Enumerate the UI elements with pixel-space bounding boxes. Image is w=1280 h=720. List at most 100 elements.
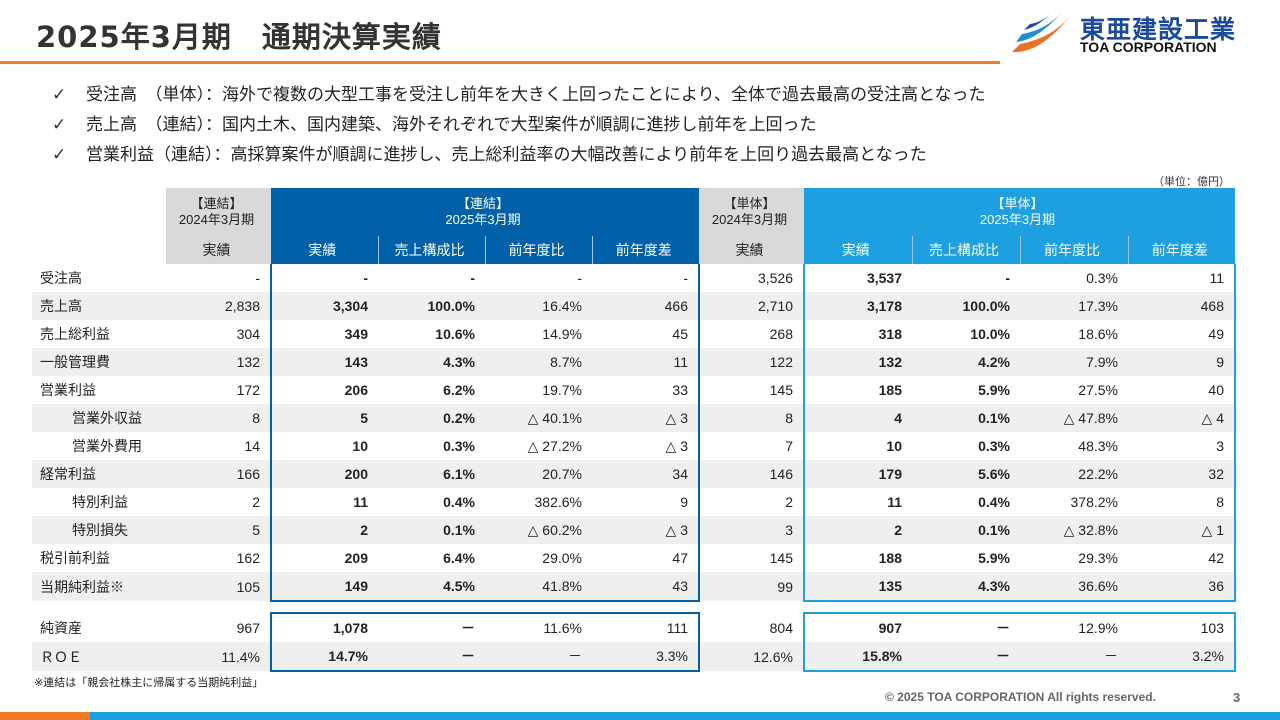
table-row: 一般管理費 132 143 4.3% 8.7% 11 122 132 4.2% 7.9% 9 (32, 348, 1236, 376)
row-label: 営業利益 (40, 382, 96, 398)
table-cell: 8 (699, 404, 804, 432)
row-label: 税引前利益 (40, 550, 110, 566)
table-cell: 43 (592, 572, 700, 602)
table-cell: 15.8% (803, 642, 912, 672)
table-cell: 29.0% (542, 550, 582, 566)
summary-bullets: ✓ 受注高 （単体）：海外で複数の大型工事を受注し前年を大きく上回ったことにより… (52, 80, 985, 170)
table-cell: 20.7% (485, 460, 592, 488)
table-cell: 27.5% (1078, 382, 1118, 398)
table-cell: 99 (699, 572, 804, 601)
table-cell: 0.3% (978, 438, 1010, 454)
col-header: 実績 (166, 236, 271, 264)
table-cell: 3 (699, 516, 804, 544)
bullet-text: 営業利益（連結）：高採算案件が順調に進捗し、売上総利益率の大幅改善により前年を上… (86, 145, 927, 165)
table-cell: △ 27.2% (527, 437, 582, 454)
table-cell: 132 (803, 348, 912, 376)
table-row: ＲＯＥ 11.4% 14.7% －－ 3.3% 12.6% 15.8% －－ 3.2% (32, 642, 1236, 672)
table-cell: 0.1% (912, 516, 1020, 544)
table-cell: 17.3% (1020, 292, 1128, 320)
table-row: 売上総利益 304 349 10.6% 14.9% 45 268 318 10.0% 18.6% 4… (32, 320, 1236, 348)
row-label: 売上総利益 (40, 326, 110, 342)
table-cell: 3 (1128, 432, 1236, 460)
table-cell: 11 (803, 488, 912, 516)
table-cell: 47 (592, 544, 700, 572)
table-row: 税引前利益 162 209 6.4% 29.0% 47 145 188 5.9% 29.3% 42 (32, 544, 1236, 572)
table-cell: 8.7% (485, 348, 592, 376)
table-cell: 2 (270, 516, 378, 544)
table-cell: 36 (1128, 572, 1236, 602)
table-cell: 349 (270, 320, 378, 348)
table-cell: 22.2% (1020, 460, 1128, 488)
row-label: 受注高 (40, 270, 82, 286)
table-cell: 12.6% (699, 642, 804, 671)
table-cell: 7 (785, 438, 793, 454)
table-cell: △ 3 (592, 404, 700, 432)
check-icon: ✓ (52, 145, 67, 165)
table-cell: 42 (1128, 544, 1236, 572)
col-header: 前年度差 (1127, 236, 1235, 264)
row-label: 営業外収益 (32, 404, 166, 432)
table-row: 特別損失 5 2 0.1% △ 60.2% △ 3 3 2 0.1% △ 32.8% △ 1 (32, 516, 1236, 544)
table-cell: 179 (803, 460, 912, 488)
row-label: 純資産 (40, 619, 82, 636)
table-cell: 304 (236, 326, 260, 342)
table-cell: 2 (803, 516, 912, 544)
group-header-row: 【連結】 2024年3月期 【連結】 2025年3月期 【単体】 2024年3月期 【… (32, 188, 1235, 236)
row-label: 営業外費用 (72, 438, 142, 454)
row-label: 売上高 (32, 292, 166, 320)
table-cell: 268 (769, 326, 793, 342)
table-cell: 18.6% (1078, 326, 1118, 342)
table-cell: 40 (1128, 376, 1236, 404)
table-cell: - (255, 270, 260, 286)
table-cell: 5 (270, 404, 378, 432)
group-cons-prev: 【連結】 2024年3月期 (166, 188, 271, 236)
table-cell: 4.3% (378, 348, 485, 376)
table-cell: 967 (236, 619, 260, 636)
table-cell: 10 (270, 432, 378, 460)
table-cell: 466 (592, 292, 700, 320)
unit-label: （単位：億円） (1153, 175, 1230, 188)
table-cell: 5.6% (912, 460, 1020, 488)
row-label: 一般管理費 (32, 348, 166, 376)
table-cell: 143 (270, 348, 378, 376)
table-cell: 32 (1128, 460, 1236, 488)
table-cell: 14.9% (542, 326, 582, 342)
table-cell: 0.2% (378, 404, 485, 432)
table-cell: － (378, 642, 485, 672)
corner-cell (32, 236, 166, 264)
table-cell: 122 (699, 348, 804, 376)
table-cell: 16.4% (485, 292, 592, 320)
table-cell: 3,526 (757, 270, 793, 286)
table-cell: 4.2% (912, 348, 1020, 376)
table-row: 営業外収益 8 5 0.2% △ 40.1% △ 3 8 4 0.1% △ 47.8% △ 4 (32, 404, 1236, 432)
table-cell: 4.3% (912, 572, 1020, 602)
table-cell: 804 (769, 619, 793, 636)
table-cell: - (270, 264, 378, 292)
table-cell: 105 (166, 572, 271, 601)
col-header: 実績 (804, 236, 912, 264)
table-cell: 3.2% (1128, 642, 1236, 672)
table-row: 純資産 967 1,078 － 11.6% 111 804 907 － 12.9% 103 (32, 612, 1236, 642)
table-cell: 49 (1128, 320, 1236, 348)
table-cell: △ 1 (1128, 516, 1236, 544)
table-cell: 4.5% (378, 572, 485, 602)
table-cell: 0.4% (978, 494, 1010, 510)
table-cell: 9 (592, 488, 700, 516)
table-cell: 8 (166, 404, 271, 432)
table-cell: 468 (1128, 292, 1236, 320)
table-cell: △ 3 (592, 516, 700, 544)
corner-cell (32, 188, 166, 236)
table-cell: 11 (270, 488, 378, 516)
table-cell: － (485, 642, 592, 672)
table-cell: 11 (592, 348, 700, 376)
row-label: ＲＯＥ (32, 642, 166, 671)
table-cell: 29.3% (1078, 550, 1118, 566)
check-icon: ✓ (52, 85, 67, 105)
table-cell: 3.3% (592, 642, 700, 672)
table-cell: - (470, 270, 475, 286)
table-cell: 6.2% (443, 382, 475, 398)
table-cell: △ 3 (592, 432, 700, 460)
row-label: 当期純利益※ (32, 572, 166, 601)
bullet-text: 受注高 （単体）：海外で複数の大型工事を受注し前年を大きく上回ったことにより、全… (86, 85, 986, 105)
copyright: © 2025 TOA CORPORATION All rights reserv… (885, 690, 1156, 704)
